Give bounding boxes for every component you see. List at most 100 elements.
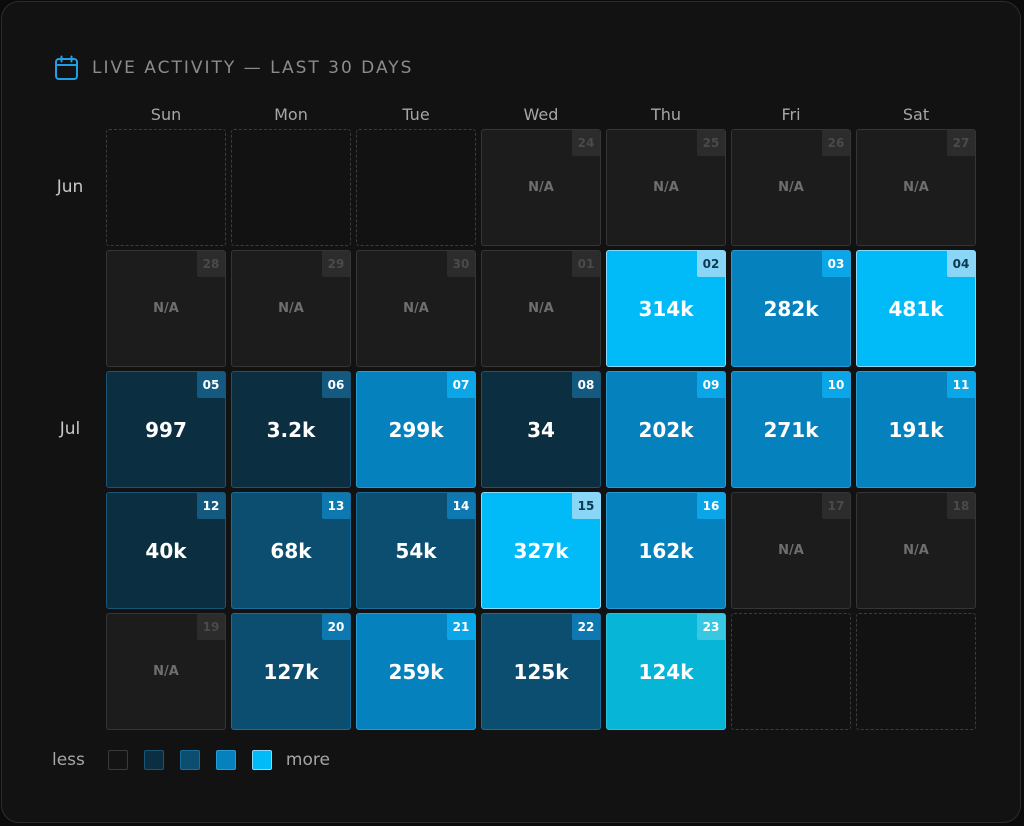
day-value: 327k bbox=[513, 538, 569, 563]
weekday-thu: Thu bbox=[650, 105, 682, 124]
day-value: 162k bbox=[638, 538, 694, 563]
day-value: 3.2k bbox=[266, 417, 316, 442]
day-value: 124k bbox=[638, 659, 694, 684]
day-cell-15[interactable]: 15 327k bbox=[481, 492, 601, 609]
day-cell-28[interactable]: 28 N/A bbox=[106, 250, 226, 367]
day-cell-18[interactable]: 18 N/A bbox=[856, 492, 976, 609]
day-cell-02[interactable]: 02 314k bbox=[606, 250, 726, 367]
day-cell-20[interactable]: 20 127k bbox=[231, 613, 351, 730]
weekday-tue: Tue bbox=[402, 105, 430, 124]
day-number-badge: 03 bbox=[822, 251, 850, 277]
day-value: N/A bbox=[153, 664, 179, 679]
day-number-badge: 09 bbox=[697, 372, 725, 398]
day-cell-05[interactable]: 05 997 bbox=[106, 371, 226, 488]
day-value: N/A bbox=[528, 301, 554, 316]
day-value: 299k bbox=[388, 417, 444, 442]
day-number-badge: 05 bbox=[197, 372, 225, 398]
day-number-badge: 15 bbox=[572, 493, 600, 519]
day-number-badge: 17 bbox=[822, 493, 850, 519]
weekday-header: Sun Mon Tue Wed Thu Fri Sat bbox=[106, 105, 976, 127]
day-number-badge: 07 bbox=[447, 372, 475, 398]
day-cell-04[interactable]: 04 481k bbox=[856, 250, 976, 367]
day-value: 259k bbox=[388, 659, 444, 684]
day-cell-29[interactable]: 29 N/A bbox=[231, 250, 351, 367]
day-value: 34 bbox=[527, 417, 555, 442]
day-cell-01[interactable]: 01 N/A bbox=[481, 250, 601, 367]
day-cell-21[interactable]: 21 259k bbox=[356, 613, 476, 730]
day-cell-17[interactable]: 17 N/A bbox=[731, 492, 851, 609]
weekday-fri: Fri bbox=[781, 105, 801, 124]
day-cell-23[interactable]: 23 124k bbox=[606, 613, 726, 730]
legend-more-label: more bbox=[285, 750, 330, 770]
day-cell-24[interactable]: 24 N/A bbox=[481, 129, 601, 246]
day-value: 282k bbox=[763, 296, 819, 321]
day-value: N/A bbox=[403, 301, 429, 316]
day-number-badge: 28 bbox=[197, 251, 225, 277]
day-value: 191k bbox=[888, 417, 944, 442]
legend: less more bbox=[52, 750, 330, 770]
day-number-badge: 19 bbox=[197, 614, 225, 640]
day-value: 271k bbox=[763, 417, 819, 442]
day-cell-11[interactable]: 11 191k bbox=[856, 371, 976, 488]
legend-less-label: less bbox=[52, 750, 85, 770]
day-cell-empty bbox=[356, 129, 476, 246]
day-cell-10[interactable]: 10 271k bbox=[731, 371, 851, 488]
day-value: 125k bbox=[513, 659, 569, 684]
day-value: 127k bbox=[263, 659, 319, 684]
day-value: 68k bbox=[270, 538, 312, 563]
month-label-jun: Jun bbox=[56, 177, 84, 197]
day-cell-03[interactable]: 03 282k bbox=[731, 250, 851, 367]
day-value: N/A bbox=[528, 180, 554, 195]
calendar-icon bbox=[54, 55, 79, 81]
day-cell-07[interactable]: 07 299k bbox=[356, 371, 476, 488]
legend-swatch-3 bbox=[215, 750, 236, 770]
day-cell-25[interactable]: 25 N/A bbox=[606, 129, 726, 246]
day-number-badge: 21 bbox=[447, 614, 475, 640]
day-value: N/A bbox=[153, 301, 179, 316]
day-cell-27[interactable]: 27 N/A bbox=[856, 129, 976, 246]
day-cell-16[interactable]: 16 162k bbox=[606, 492, 726, 609]
day-cell-22[interactable]: 22 125k bbox=[481, 613, 601, 730]
day-number-badge: 12 bbox=[197, 493, 225, 519]
day-cell-08[interactable]: 08 34 bbox=[481, 371, 601, 488]
day-cell-empty bbox=[856, 613, 976, 730]
weekday-sun: Sun bbox=[150, 105, 182, 124]
day-number-badge: 11 bbox=[947, 372, 975, 398]
weekday-mon: Mon bbox=[274, 105, 308, 124]
day-cell-30[interactable]: 30 N/A bbox=[356, 250, 476, 367]
day-cell-26[interactable]: 26 N/A bbox=[731, 129, 851, 246]
month-label-jul: Jul bbox=[59, 419, 81, 439]
day-number-badge: 30 bbox=[447, 251, 475, 277]
day-number-badge: 06 bbox=[322, 372, 350, 398]
day-cell-13[interactable]: 13 68k bbox=[231, 492, 351, 609]
day-value: 997 bbox=[145, 417, 187, 442]
day-number-badge: 22 bbox=[572, 614, 600, 640]
day-cell-empty bbox=[731, 613, 851, 730]
card-title: LIVE ACTIVITY — LAST 30 DAYS bbox=[92, 58, 414, 78]
day-number-badge: 01 bbox=[572, 251, 600, 277]
day-number-badge: 02 bbox=[697, 251, 725, 277]
day-number-badge: 27 bbox=[947, 130, 975, 156]
day-number-badge: 16 bbox=[697, 493, 725, 519]
card-header: LIVE ACTIVITY — LAST 30 DAYS bbox=[54, 55, 413, 81]
day-cell-14[interactable]: 14 54k bbox=[356, 492, 476, 609]
day-value: N/A bbox=[653, 180, 679, 195]
weekday-wed: Wed bbox=[523, 105, 559, 124]
day-value: N/A bbox=[903, 180, 929, 195]
legend-swatch-2 bbox=[179, 750, 200, 770]
day-cell-09[interactable]: 09 202k bbox=[606, 371, 726, 488]
day-cell-19[interactable]: 19 N/A bbox=[106, 613, 226, 730]
day-number-badge: 20 bbox=[322, 614, 350, 640]
day-cell-empty bbox=[106, 129, 226, 246]
day-value: 481k bbox=[888, 296, 944, 321]
day-number-badge: 14 bbox=[447, 493, 475, 519]
day-number-badge: 08 bbox=[572, 372, 600, 398]
day-value: 54k bbox=[395, 538, 437, 563]
day-value: N/A bbox=[278, 301, 304, 316]
day-value: N/A bbox=[778, 543, 804, 558]
day-cell-12[interactable]: 12 40k bbox=[106, 492, 226, 609]
day-cell-06[interactable]: 06 3.2k bbox=[231, 371, 351, 488]
day-number-badge: 24 bbox=[572, 130, 600, 156]
day-number-badge: 13 bbox=[322, 493, 350, 519]
